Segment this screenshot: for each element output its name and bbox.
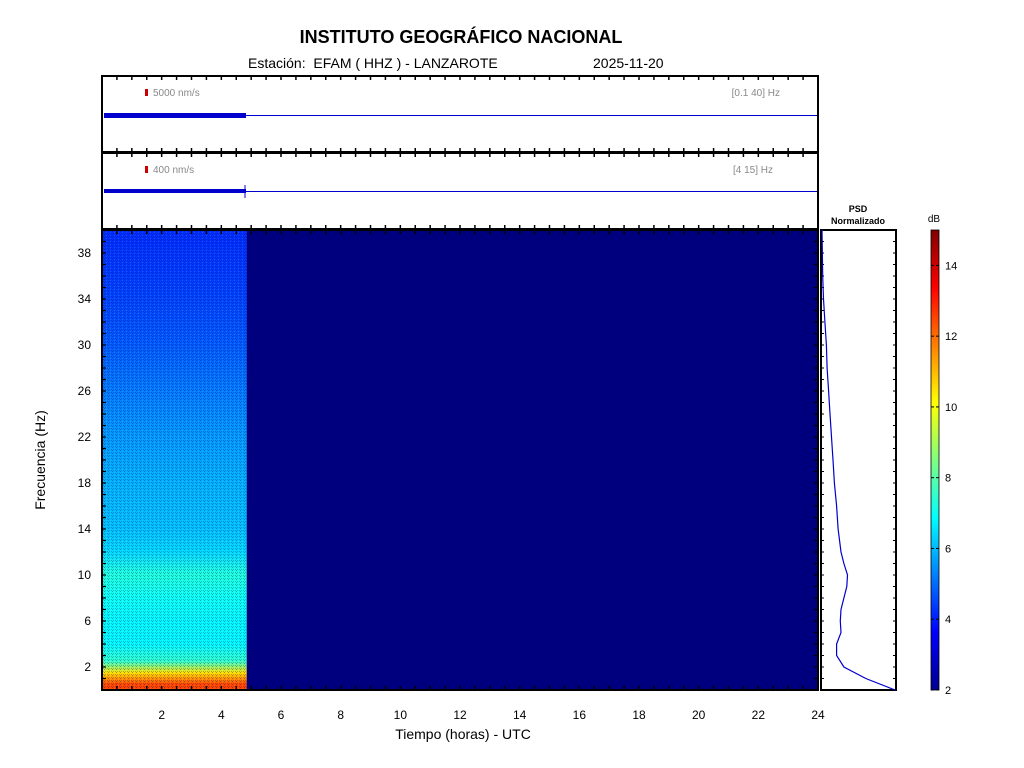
y-tick-label: 6	[84, 614, 91, 628]
x-tick-label: 8	[337, 708, 344, 722]
colorbar-tick-label: 2	[945, 685, 951, 697]
psd-panel: PSD Normalizado	[820, 204, 897, 691]
trace-1-scale-label: 5000 nm/s	[153, 88, 200, 99]
trace-1-signal	[104, 113, 246, 118]
psd-ticks	[821, 229, 896, 679]
trace-2-signal	[104, 189, 246, 193]
psd-title-line2: Normalizado	[831, 216, 886, 226]
trace-1-filter-label: [0.1 40] Hz	[732, 88, 780, 99]
trace-panel-1-ticks	[101, 76, 819, 152]
x-tick-label: 22	[752, 708, 766, 722]
spectrogram: 2 4 6 8 10 12 14 16 18 20 22 24 261014182226303438 …	[32, 229, 825, 742]
scale-bar-2	[145, 166, 148, 173]
colorbar-tick-label: 4	[945, 614, 951, 626]
spectrogram-ticks	[101, 229, 819, 690]
colorbar-unit: dB	[928, 214, 941, 225]
colorbar: dB 2 4 6 8 10 12 14	[928, 214, 957, 697]
colorbar-tick-label: 10	[945, 402, 957, 414]
trace-panel-2-ticks	[101, 153, 819, 229]
y-tick-label: 22	[78, 430, 92, 444]
colorbar-tick-label: 12	[945, 331, 957, 343]
y-tick-label: 2	[84, 660, 91, 674]
date-label: 2025-11-20	[593, 55, 664, 71]
x-tick-label: 10	[394, 708, 408, 722]
x-tick-label: 12	[453, 708, 467, 722]
x-tick-label: 24	[811, 708, 825, 722]
y-tick-label: 38	[78, 246, 92, 260]
y-tick-label: 30	[78, 338, 92, 352]
colorbar-tick-label: 14	[945, 260, 957, 272]
y-tick-label: 26	[78, 384, 92, 398]
x-tick-label: 4	[218, 708, 225, 722]
colorbar-gradient	[930, 229, 940, 691]
psd-title-line1: PSD	[849, 204, 868, 214]
x-tick-label: 6	[278, 708, 285, 722]
station-label: Estación: EFAM ( HHZ ) - LANZAROTE	[248, 55, 498, 71]
y-tick-label: 34	[78, 292, 92, 306]
x-tick-label: 20	[692, 708, 706, 722]
trace-panel-broadband: 5000 nm/s [0.1 40] Hz	[101, 75, 819, 153]
spectrogram-noise-texture	[102, 230, 247, 690]
colorbar-ticks: 2 4 6 8 10 12 14	[931, 260, 957, 697]
trace-2-scale-label: 400 nm/s	[153, 165, 194, 176]
y-axis-label: Frecuencia (Hz)	[32, 410, 48, 510]
colorbar-tick-label: 8	[945, 473, 951, 485]
page-title: INSTITUTO GEOGRÁFICO NACIONAL	[299, 27, 623, 47]
trace-2-filter-label: [4 15] Hz	[733, 165, 773, 176]
trace-panel-filtered: 400 nm/s [4 15] Hz	[101, 152, 819, 230]
y-tick-label: 10	[78, 568, 92, 582]
y-tick-label: 14	[78, 522, 92, 536]
x-tick-labels: 2 4 6 8 10 12 14 16 18 20 22 24	[158, 708, 825, 722]
y-tick-label: 18	[78, 476, 92, 490]
psd-frame	[820, 229, 897, 691]
psd-curve	[821, 229, 896, 691]
colorbar-tick-label: 6	[945, 543, 951, 555]
x-tick-label: 2	[158, 708, 165, 722]
x-axis-label: Tiempo (horas) - UTC	[395, 726, 531, 742]
x-tick-label: 18	[632, 708, 646, 722]
x-tick-label: 16	[573, 708, 587, 722]
scale-bar-1	[145, 89, 148, 96]
x-tick-label: 14	[513, 708, 527, 722]
